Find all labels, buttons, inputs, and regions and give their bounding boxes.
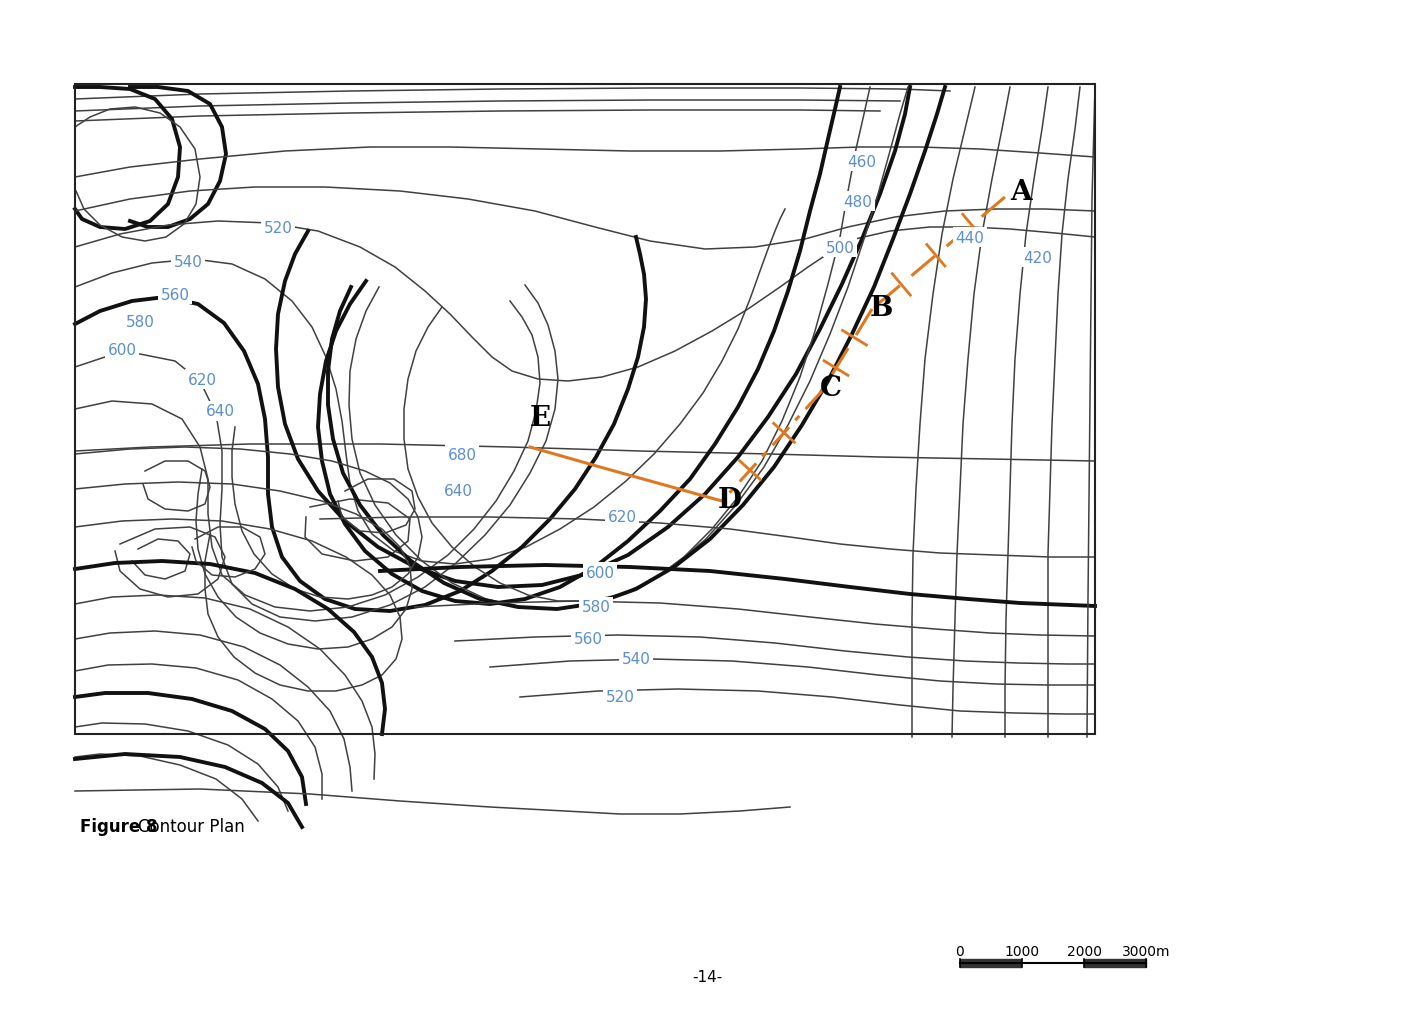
Text: 580: 580: [126, 314, 154, 330]
Text: 0: 0: [956, 944, 964, 958]
Text: 520: 520: [605, 690, 635, 705]
Text: C: C: [820, 374, 841, 401]
Text: 600: 600: [107, 342, 137, 357]
Text: 440: 440: [956, 231, 984, 246]
Text: 520: 520: [263, 220, 293, 236]
Text: 2000: 2000: [1066, 944, 1102, 958]
Text: -14-: -14-: [691, 970, 723, 985]
Text: Contour Plan: Contour Plan: [139, 817, 245, 835]
Text: 620: 620: [188, 372, 216, 387]
Text: 3000m: 3000m: [1121, 944, 1171, 958]
Text: 580: 580: [581, 600, 611, 615]
Text: 1000: 1000: [1004, 944, 1039, 958]
Text: 600: 600: [585, 565, 615, 580]
Text: A: A: [1010, 178, 1032, 205]
Text: 560: 560: [574, 632, 602, 647]
Text: Figure 8: Figure 8: [81, 817, 157, 835]
Text: 680: 680: [447, 447, 477, 462]
Text: 560: 560: [161, 287, 189, 302]
Text: 640: 640: [205, 404, 235, 420]
Bar: [75, 85, 1094, 734]
Text: B: B: [870, 294, 894, 321]
Text: 420: 420: [1024, 251, 1052, 265]
Text: E: E: [530, 404, 551, 431]
Text: 500: 500: [826, 241, 854, 255]
Text: D: D: [718, 486, 742, 513]
Text: 640: 640: [444, 484, 472, 499]
Text: 620: 620: [608, 510, 636, 525]
Text: 460: 460: [847, 155, 877, 169]
Text: 480: 480: [844, 194, 872, 209]
Text: 540: 540: [174, 254, 202, 269]
Text: 540: 540: [622, 652, 650, 667]
